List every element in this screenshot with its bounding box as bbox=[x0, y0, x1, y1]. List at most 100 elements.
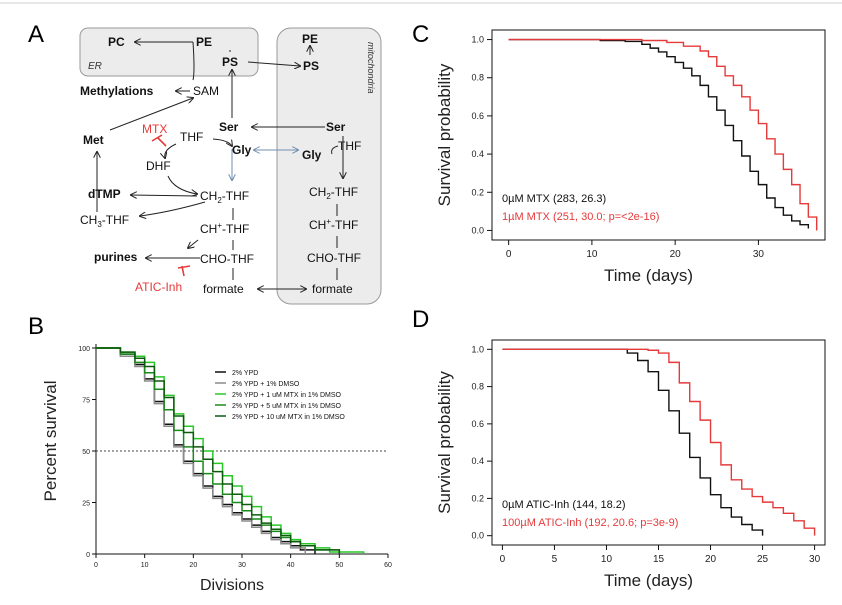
series-line-grey bbox=[96, 347, 307, 554]
pc-label: PC bbox=[108, 35, 125, 49]
series-line-black bbox=[502, 348, 764, 536]
y-tick-label: 0.2 bbox=[471, 493, 484, 503]
x-tick-label: 25 bbox=[757, 554, 769, 565]
purines-label: purines bbox=[94, 250, 138, 264]
panel-c-chart: C 0 10 20 30 0.0 0.2 0.4 0.6 0.8 1.0 Time (days) Su… bbox=[412, 21, 826, 285]
ch2-thf-label: CH2-THF bbox=[200, 189, 249, 205]
ps-mito-label: PS bbox=[303, 59, 319, 73]
legend-entry: 100µM ATIC-Inh (192, 20.6; p=3e-9) bbox=[502, 517, 678, 529]
legend-entry: 2% YPD bbox=[232, 370, 258, 377]
y-tick-label: 0.2 bbox=[471, 187, 484, 197]
y-tick-label: 25 bbox=[82, 501, 90, 508]
atic-inh-label: ATIC-Inh bbox=[135, 280, 182, 294]
y-tick-label: 0.4 bbox=[471, 149, 484, 159]
y-tick-label: 0.8 bbox=[471, 73, 484, 83]
mitochondria-compartment bbox=[276, 27, 382, 305]
er-label: ER bbox=[88, 61, 102, 72]
y-tick-label: 0.0 bbox=[471, 531, 484, 541]
legend-entry: 0µM MTX (283, 26.3) bbox=[502, 193, 606, 205]
ser-label: Ser bbox=[219, 120, 239, 134]
x-tick-label: 50 bbox=[335, 562, 343, 569]
panel-label-d: D bbox=[412, 306, 429, 333]
x-tick-label: 20 bbox=[705, 554, 717, 565]
x-tick-label: 10 bbox=[601, 554, 613, 565]
formate-mito-label: formate bbox=[312, 282, 353, 296]
gly-mito-label: Gly bbox=[302, 148, 322, 162]
series-line-black bbox=[508, 38, 810, 229]
y-axis-label: Survival probability bbox=[435, 371, 454, 514]
x-tick-label: 10 bbox=[141, 562, 149, 569]
dhf-label: DHF bbox=[146, 159, 171, 173]
chart-b: 0 10 20 30 40 50 60 0 25 50 75 100 Divisions Percent … bbox=[41, 344, 392, 594]
x-axis-label: Divisions bbox=[200, 577, 264, 594]
x-tick-label: 30 bbox=[753, 249, 765, 260]
y-tick-label: 1.0 bbox=[471, 344, 484, 354]
series-line-red bbox=[502, 348, 816, 536]
legend-entry: 2% YPD + 1 uM MTX in 1% DMSO bbox=[232, 392, 342, 399]
er-compartment bbox=[79, 27, 259, 77]
y-tick-label: 100 bbox=[78, 346, 90, 353]
x-tick-label: 0 bbox=[94, 562, 98, 569]
series-line-g3 bbox=[96, 347, 341, 554]
panel-label-b: B bbox=[28, 313, 44, 340]
chart-d: 0 5 10 15 20 25 30 0.0 0.2 0.4 0.6 0.8 1.0 Time (days… bbox=[435, 339, 826, 590]
formate-label: formate bbox=[203, 282, 244, 296]
glycine-exchange-arrow bbox=[232, 149, 298, 180]
x-tick-label: 20 bbox=[670, 249, 682, 260]
x-tick-label: 30 bbox=[809, 554, 821, 565]
mitochondria-label: mitochondria bbox=[366, 42, 376, 94]
y-tick-label: 0.0 bbox=[471, 225, 484, 235]
x-tick-label: 15 bbox=[653, 554, 665, 565]
pe-mito-label: PE bbox=[302, 32, 318, 46]
panel-label-a: A bbox=[28, 21, 44, 48]
ch-plus-thf-label: CH+-THF bbox=[200, 221, 249, 236]
legend-entry: 0µM ATIC-Inh (144, 18.2) bbox=[502, 499, 626, 511]
pe-er-label: PE bbox=[196, 35, 212, 49]
inhibition-marks bbox=[151, 134, 191, 277]
series-line-red bbox=[508, 38, 818, 231]
legend-entry: 2% YPD + 5 uM MTX in 1% DMSO bbox=[232, 403, 342, 410]
x-tick-label: 0 bbox=[500, 554, 506, 565]
y-tick-label: 0.6 bbox=[471, 419, 484, 429]
y-axis-label: Percent survival bbox=[41, 381, 60, 502]
methylations-label: Methylations bbox=[80, 84, 154, 98]
panel-b-chart: B 0 10 20 30 40 50 60 0 25 50 75 100 Divisions Percen… bbox=[28, 313, 392, 594]
thf-mito-label: THF bbox=[338, 139, 361, 153]
y-tick-label: 0 bbox=[86, 552, 90, 559]
met-label: Met bbox=[83, 133, 104, 147]
y-tick-label: 0.4 bbox=[471, 456, 484, 466]
plot-frame bbox=[491, 29, 826, 241]
y-tick-label: 0.8 bbox=[471, 382, 484, 392]
y-tick-label: 1.0 bbox=[471, 35, 484, 45]
x-tick-label: 60 bbox=[384, 562, 392, 569]
panel-a-pathway: A ER mitochondria PC PE PS PE PS Methyla… bbox=[28, 21, 382, 305]
thf-label: THF bbox=[180, 130, 203, 144]
x-axis-label: Time (days) bbox=[604, 571, 693, 590]
y-axis-label: Survival probability bbox=[435, 63, 454, 206]
ps-er-label: PS bbox=[222, 55, 238, 69]
mtx-label: MTX bbox=[142, 122, 167, 136]
y-tick-label: 50 bbox=[82, 449, 90, 456]
panel-d-chart: D 0 5 10 15 20 25 30 0.0 0.2 0.4 0.6 0.8 1.0 Time (da… bbox=[412, 306, 826, 590]
x-tick-label: 40 bbox=[287, 562, 295, 569]
legend-entry: 2% YPD + 10 uM MTX in 1% DMSO bbox=[232, 414, 345, 421]
legend-entry: 2% YPD + 1% DMSO bbox=[232, 381, 300, 388]
y-tick-label: 0.6 bbox=[471, 111, 484, 121]
legend-entry: 1µM MTX (251, 30.0; p=<2e-16) bbox=[502, 211, 659, 223]
ch-plus-thf-mito-label: CH+-THF bbox=[309, 217, 358, 232]
x-tick-label: 20 bbox=[189, 562, 197, 569]
pathway-arrows bbox=[97, 42, 343, 289]
y-tick-label: 75 bbox=[82, 398, 90, 405]
x-tick-label: 0 bbox=[506, 249, 512, 260]
x-tick-label: 30 bbox=[238, 562, 246, 569]
x-tick-label: 5 bbox=[552, 554, 558, 565]
ser-mito-label: Ser bbox=[326, 120, 346, 134]
ch2-thf-mito-label: CH2-THF bbox=[309, 185, 358, 201]
cho-thf-mito-label: CHO-THF bbox=[307, 251, 361, 265]
ch3-thf-label: CH3-THF bbox=[80, 213, 129, 229]
sam-label: SAM bbox=[193, 84, 219, 98]
gly-label: Gly bbox=[232, 143, 252, 157]
chart-c: 0 10 20 30 0.0 0.2 0.4 0.6 0.8 1.0 Time (days) Surv… bbox=[435, 29, 826, 285]
panel-label-c: C bbox=[412, 21, 429, 48]
